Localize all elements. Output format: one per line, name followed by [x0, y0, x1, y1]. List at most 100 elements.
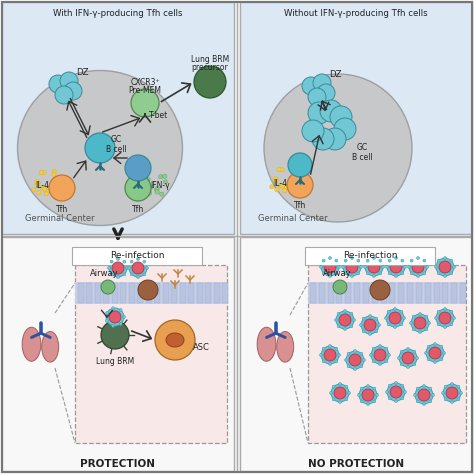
Bar: [103, 283, 109, 303]
Circle shape: [443, 352, 446, 355]
Circle shape: [110, 273, 113, 276]
Bar: [112, 283, 118, 303]
Text: Without IFN-γ-producing Tfh cells: Without IFN-γ-producing Tfh cells: [284, 9, 428, 18]
Bar: [328, 283, 334, 303]
Circle shape: [401, 384, 404, 387]
Bar: [460, 283, 466, 303]
Text: GC: GC: [110, 136, 121, 145]
Circle shape: [453, 317, 456, 319]
Bar: [86, 283, 92, 303]
Circle shape: [436, 258, 454, 276]
Text: Re-infection: Re-infection: [110, 252, 164, 261]
Circle shape: [42, 171, 46, 175]
Circle shape: [394, 256, 398, 259]
Circle shape: [440, 345, 443, 348]
Circle shape: [357, 272, 360, 275]
Circle shape: [123, 260, 126, 263]
Circle shape: [399, 349, 417, 367]
Bar: [171, 283, 177, 303]
Circle shape: [277, 167, 282, 172]
Bar: [407, 283, 413, 303]
Circle shape: [328, 345, 331, 347]
Ellipse shape: [166, 333, 184, 347]
Circle shape: [402, 317, 405, 319]
Circle shape: [437, 310, 440, 313]
Circle shape: [434, 343, 437, 346]
Circle shape: [389, 312, 401, 324]
Circle shape: [362, 317, 365, 320]
Circle shape: [141, 170, 145, 175]
Circle shape: [330, 106, 352, 128]
Ellipse shape: [42, 331, 59, 362]
Circle shape: [364, 265, 366, 268]
Bar: [213, 283, 219, 303]
Circle shape: [337, 354, 340, 356]
Bar: [240, 2, 472, 234]
Circle shape: [160, 192, 164, 196]
Text: With IFN-γ-producing Tfh cells: With IFN-γ-producing Tfh cells: [53, 9, 183, 18]
Circle shape: [287, 172, 313, 198]
Circle shape: [138, 280, 158, 300]
Circle shape: [350, 312, 353, 315]
Circle shape: [335, 319, 337, 321]
Circle shape: [36, 191, 41, 195]
Ellipse shape: [264, 74, 412, 222]
Circle shape: [373, 256, 375, 259]
Circle shape: [374, 349, 386, 361]
Text: precursor: precursor: [191, 63, 228, 72]
Circle shape: [360, 387, 363, 390]
Circle shape: [414, 317, 426, 329]
Circle shape: [109, 259, 127, 277]
Text: Germinal Center: Germinal Center: [25, 213, 95, 222]
Circle shape: [409, 258, 427, 276]
Circle shape: [366, 402, 370, 405]
Bar: [2, 2, 234, 234]
Circle shape: [319, 265, 322, 268]
Circle shape: [339, 314, 351, 326]
Bar: [188, 283, 194, 303]
Circle shape: [385, 391, 389, 393]
Ellipse shape: [257, 327, 276, 361]
Bar: [78, 283, 84, 303]
Circle shape: [312, 128, 334, 150]
Circle shape: [106, 308, 124, 326]
Circle shape: [273, 179, 278, 183]
Circle shape: [132, 262, 144, 274]
Circle shape: [419, 330, 421, 334]
Circle shape: [273, 177, 277, 181]
Circle shape: [407, 347, 410, 350]
Text: CXCR3⁺: CXCR3⁺: [130, 78, 160, 86]
Circle shape: [359, 323, 363, 327]
Bar: [146, 283, 152, 303]
Circle shape: [163, 180, 167, 184]
Circle shape: [155, 320, 195, 360]
Circle shape: [280, 167, 284, 172]
Circle shape: [440, 358, 443, 361]
Circle shape: [400, 363, 403, 366]
Circle shape: [426, 265, 428, 268]
Circle shape: [398, 356, 401, 359]
Circle shape: [450, 272, 453, 275]
Circle shape: [429, 400, 432, 403]
Circle shape: [335, 272, 338, 275]
Circle shape: [400, 350, 403, 353]
Circle shape: [411, 314, 429, 332]
Circle shape: [373, 400, 376, 403]
Circle shape: [350, 256, 354, 259]
Text: DZ: DZ: [329, 70, 341, 79]
Circle shape: [368, 261, 380, 273]
Circle shape: [282, 189, 287, 193]
Circle shape: [431, 393, 435, 396]
Circle shape: [290, 166, 294, 171]
Circle shape: [400, 310, 403, 313]
Circle shape: [338, 401, 341, 403]
Circle shape: [362, 330, 365, 333]
Circle shape: [435, 317, 438, 319]
Text: Tfh: Tfh: [132, 204, 144, 213]
Circle shape: [308, 102, 330, 124]
Bar: [95, 283, 101, 303]
Circle shape: [413, 393, 417, 396]
Circle shape: [140, 177, 145, 182]
Circle shape: [55, 86, 73, 104]
Circle shape: [373, 274, 375, 277]
